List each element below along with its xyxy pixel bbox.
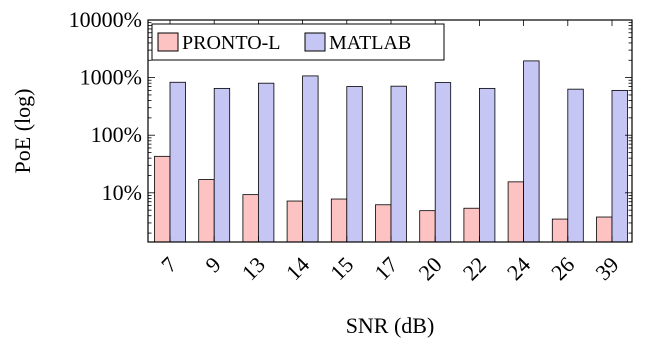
bar-pronto-l-24 (507, 181, 525, 243)
bar-matlab-15 (346, 86, 363, 243)
x-tick-label: 13 (237, 252, 270, 285)
x-tick-label: 9 (200, 252, 225, 277)
y-tick-label: 10% (102, 180, 142, 205)
x-tick-label: 15 (325, 252, 358, 285)
bar-pronto-l-39 (596, 216, 613, 243)
y-tick-label: 100% (91, 122, 142, 147)
y-tick-label: 1000% (80, 65, 142, 90)
bar-matlab-9 (213, 87, 231, 243)
legend-label-matlab: MATLAB (329, 32, 411, 54)
bar-pronto-l-17 (375, 204, 392, 243)
legend-label-pronto-l: PRONTO-L (182, 32, 281, 54)
x-tick-label: 20 (414, 252, 447, 285)
bar-pronto-l-14 (286, 200, 304, 243)
x-tick-label: 17 (369, 252, 402, 285)
x-axis-label: SNR (dB) (346, 313, 435, 338)
x-tick-label: 22 (458, 252, 491, 285)
bar-matlab-17 (390, 85, 407, 243)
x-tick-label: 26 (546, 252, 579, 285)
legend-box (151, 23, 445, 61)
legend-swatch-matlab (304, 32, 326, 52)
bar-pronto-l-9 (198, 179, 215, 243)
y-axis-ticks: 10% 100% 1000% 10000% (69, 7, 632, 234)
bars (154, 60, 628, 243)
bar-pronto-l-7 (154, 155, 171, 243)
bar-matlab-26 (567, 88, 584, 243)
bar-matlab-22 (478, 87, 496, 243)
bar-matlab-14 (302, 75, 319, 243)
x-tick-label: 24 (502, 252, 535, 285)
bar-matlab-24 (523, 60, 540, 243)
x-tick-label: 7 (156, 252, 181, 277)
bar-pronto-l-26 (551, 218, 569, 243)
plot-frame (147, 19, 633, 243)
x-tick-label: 14 (281, 252, 314, 285)
bar-pronto-l-15 (330, 198, 348, 243)
bar-matlab-20 (434, 82, 452, 243)
y-axis-label: PoE (log) (10, 89, 35, 174)
bar-pronto-l-20 (419, 210, 436, 243)
bar-matlab-39 (611, 89, 628, 243)
bar-matlab-7 (169, 81, 186, 243)
y-tick-label: 10000% (69, 7, 142, 32)
x-tick-label: 39 (590, 252, 623, 285)
bar-matlab-13 (257, 82, 275, 243)
bar-pronto-l-13 (242, 194, 259, 243)
bar-pronto-l-22 (463, 207, 480, 243)
legend-swatch-pronto-l (157, 32, 179, 52)
legend: PRONTO-L MATLAB (151, 23, 445, 61)
